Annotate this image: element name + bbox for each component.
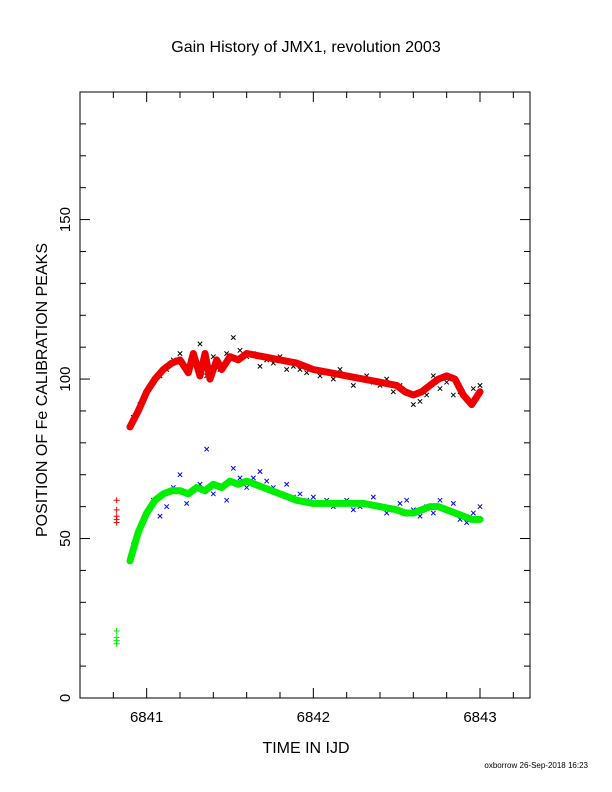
- data-point-x: [477, 504, 483, 510]
- data-point-x: [230, 335, 236, 341]
- data-point-x: [397, 500, 403, 506]
- data-point-x: [430, 510, 436, 516]
- axis-tick-labels: 0 50 100 150 6841 6842 6843: [57, 207, 497, 726]
- data-point-x: [424, 392, 430, 398]
- data-point-x: [477, 382, 483, 388]
- series-fit-line: [126, 477, 484, 565]
- data-point-x: [470, 510, 476, 516]
- data-point-plus: [113, 628, 120, 635]
- y-tick-label: 150: [57, 207, 74, 232]
- data-point-x: [404, 497, 410, 503]
- data-point-x: [197, 341, 203, 347]
- data-point-x: [284, 366, 290, 373]
- data-point-x: [297, 491, 303, 497]
- data-point-x: [444, 379, 450, 385]
- chart-marks: [113, 335, 484, 647]
- chart-title: Gain History of JMX1, revolution 2003: [171, 39, 441, 56]
- data-point-x: [164, 504, 170, 510]
- data-point-x: [204, 446, 210, 452]
- data-point-x: [157, 513, 163, 519]
- data-point-x: [450, 392, 456, 398]
- series-fit-line: [126, 350, 484, 431]
- data-point-x: [350, 382, 356, 388]
- data-point-plus: [113, 519, 120, 526]
- y-tick-label: 0: [57, 694, 74, 702]
- data-point-x: [390, 389, 396, 395]
- data-point-plus: [113, 506, 120, 513]
- data-point-x: [257, 468, 263, 475]
- data-point-x: [230, 465, 236, 471]
- data-point-x: [470, 386, 476, 392]
- data-point-x: [430, 373, 436, 379]
- data-point-x: [177, 472, 183, 478]
- data-point-x: [437, 386, 443, 392]
- data-point-x: [330, 376, 336, 382]
- y-axis-label: POSITION OF Fe CALIBRATION PEAKS: [34, 243, 51, 537]
- x-tick-label: 6842: [297, 709, 330, 726]
- data-point-x: [310, 494, 316, 500]
- data-point-x: [437, 497, 443, 503]
- y-tick-label: 50: [57, 530, 74, 547]
- data-point-plus: [113, 497, 120, 504]
- data-point-x: [210, 491, 216, 497]
- data-point-x: [350, 507, 356, 513]
- data-point-x: [284, 481, 290, 487]
- data-point-x: [264, 478, 270, 484]
- data-point-x: [224, 497, 230, 503]
- y-tick-label: 100: [57, 367, 74, 392]
- data-point-x: [237, 347, 243, 353]
- data-point-plus: [113, 640, 120, 647]
- data-point-x: [184, 500, 190, 506]
- axis-ticks: [79, 91, 530, 699]
- x-axis-label: TIME IN IJD: [262, 740, 349, 757]
- plot-frame: [79, 91, 531, 699]
- data-point-x: [410, 402, 416, 408]
- data-point-x: [370, 494, 376, 500]
- x-tick-label: 6841: [130, 709, 163, 726]
- footer-credit: oxborrow 26-Sep-2018 16:23: [484, 761, 588, 770]
- x-tick-label: 6843: [463, 709, 496, 726]
- data-point-x: [450, 500, 456, 506]
- data-point-x: [177, 350, 183, 357]
- data-point-x: [417, 398, 423, 404]
- data-point-x: [257, 363, 263, 369]
- data-point-x: [244, 484, 250, 491]
